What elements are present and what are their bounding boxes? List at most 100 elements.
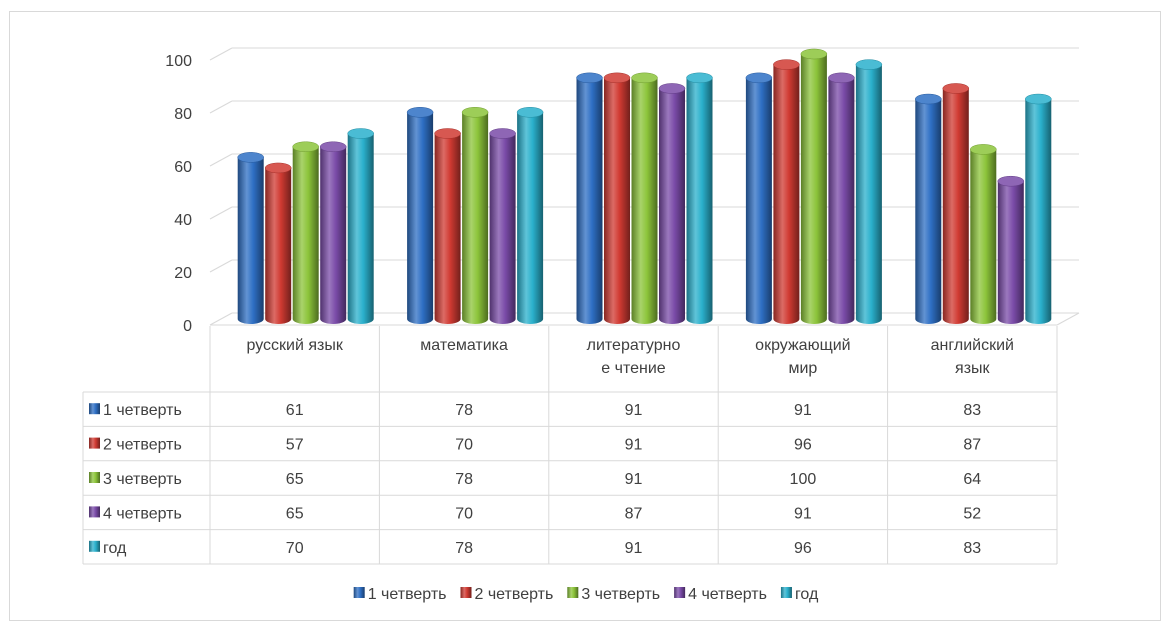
- bar-body: [942, 88, 969, 324]
- bar-top: [828, 72, 855, 84]
- table-value: 96: [794, 437, 812, 454]
- legend-label: 1 четверть: [368, 586, 447, 603]
- legend-key: [780, 587, 792, 598]
- bar-top: [237, 152, 264, 163]
- bar: [745, 72, 773, 324]
- table-series-key: [89, 437, 100, 449]
- bar-body: [855, 64, 882, 324]
- table-value: 91: [625, 471, 643, 488]
- table-series-name: 1 четверть: [103, 402, 182, 419]
- legend-key: [567, 587, 579, 598]
- bar-body: [320, 146, 347, 324]
- bar: [800, 48, 828, 324]
- bar-top: [800, 48, 828, 60]
- table-value: 65: [286, 505, 304, 522]
- bar: [489, 128, 516, 324]
- gridline-side: [209, 100, 233, 114]
- bar-top: [292, 141, 319, 152]
- table-value: 83: [963, 540, 981, 557]
- bar-top: [516, 107, 544, 118]
- table-value: 57: [286, 437, 304, 454]
- table-value: 91: [625, 402, 643, 419]
- category-label: литературно е чтение: [587, 337, 681, 377]
- table-series-name: 4 четверть: [103, 505, 182, 522]
- bar: [686, 72, 713, 324]
- table-value: 91: [625, 540, 643, 557]
- legend: 1 четверть 2 четверть 3 четверть 4 четверть…: [353, 586, 819, 603]
- bar-body: [576, 77, 603, 324]
- table-value: 87: [625, 505, 643, 522]
- table-series-name: год: [103, 540, 127, 557]
- chart-svg: 0 20 40 60 80 100 русский язык математика литер…: [82, 47, 1080, 603]
- bar-body: [462, 112, 489, 324]
- bar: [461, 107, 489, 324]
- floor-edge-side: [1056, 312, 1080, 326]
- bar-body: [686, 77, 713, 324]
- y-tick-label: 20: [174, 265, 192, 282]
- bar-top: [745, 72, 773, 84]
- bar-top: [603, 72, 631, 84]
- y-tick-label: 80: [174, 106, 192, 123]
- bar: [434, 128, 461, 324]
- bar: [603, 72, 631, 324]
- bar-body: [347, 133, 374, 324]
- legend-entry: 4 четверть: [674, 586, 767, 603]
- gridline-side: [209, 47, 233, 61]
- category-label: окружающий мир: [755, 337, 850, 377]
- legend-entry: год: [780, 586, 819, 603]
- bar-body: [237, 157, 264, 324]
- bar-body: [604, 77, 630, 324]
- bar: [406, 107, 434, 324]
- table-series-key: [89, 506, 100, 518]
- table-value: 87: [963, 437, 981, 454]
- bar-body: [800, 54, 827, 324]
- bar-body: [517, 112, 544, 324]
- table-value: 70: [455, 437, 473, 454]
- bar-body: [265, 167, 292, 324]
- bar: [773, 59, 800, 324]
- legend-label: 3 четверть: [581, 586, 660, 603]
- legend-key: [674, 587, 686, 598]
- table-value: 70: [455, 505, 473, 522]
- bar-top: [406, 107, 434, 118]
- y-axis-ticks: 0 20 40 60 80 100: [165, 53, 192, 335]
- table-value: 78: [455, 471, 473, 488]
- legend-entry: 1 четверть: [353, 586, 447, 603]
- bar: [347, 128, 374, 324]
- bar: [319, 141, 347, 324]
- bar-body: [631, 77, 658, 324]
- gridline-side: [209, 312, 233, 326]
- table-value: 100: [790, 471, 817, 488]
- bar: [855, 59, 883, 324]
- legend-label: год: [795, 586, 819, 603]
- bar-top: [773, 59, 800, 70]
- bar-body: [489, 133, 516, 324]
- category-label: математика: [420, 337, 508, 354]
- legend-label: 4 четверть: [688, 586, 767, 603]
- chart-frame: 0 20 40 60 80 100 русский язык математика литер…: [9, 11, 1161, 621]
- bar-body: [659, 88, 685, 324]
- table-value: 91: [625, 437, 643, 454]
- bar-top: [264, 162, 292, 174]
- legend-key: [353, 587, 365, 598]
- y-tick-label: 40: [174, 212, 192, 229]
- bar-layer: [237, 48, 1052, 325]
- bar-top: [489, 128, 516, 139]
- category-label: английский язык: [931, 337, 1014, 377]
- bar-top: [686, 72, 713, 84]
- bar-body: [997, 181, 1024, 324]
- bar-top: [997, 175, 1025, 187]
- gridline-side: [209, 259, 233, 273]
- data-table: русский язык математика литературно е чтени…: [82, 326, 1058, 565]
- table-value: 83: [963, 402, 981, 419]
- bar-body: [434, 133, 461, 324]
- bar-body: [745, 77, 772, 324]
- bar-top: [347, 128, 374, 139]
- bar-top: [658, 83, 686, 94]
- bar-body: [915, 99, 942, 324]
- table-series-name: 2 четверть: [103, 437, 182, 454]
- bar-body: [292, 146, 319, 324]
- legend-key: [460, 587, 472, 598]
- bar: [576, 72, 603, 324]
- bar: [915, 93, 942, 324]
